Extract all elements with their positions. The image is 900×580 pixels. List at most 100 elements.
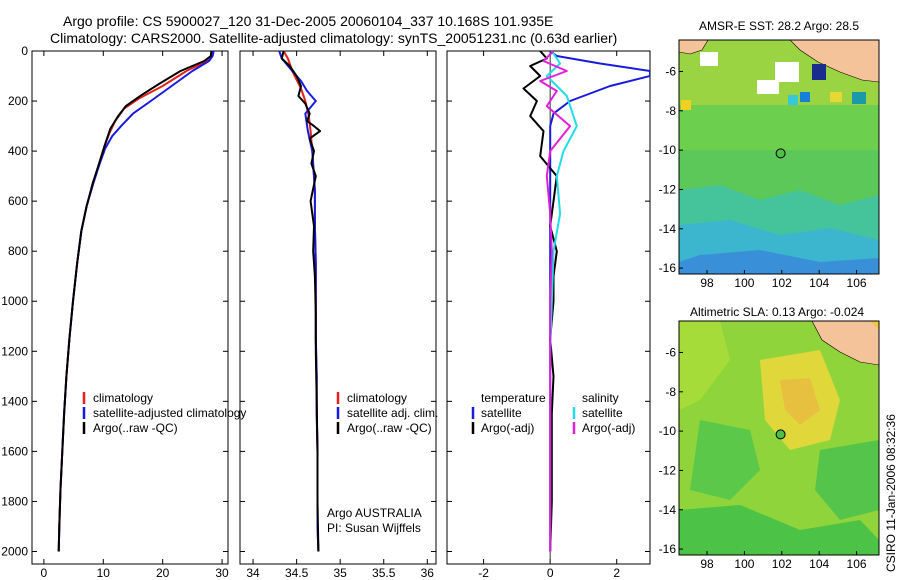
depth-tick-label: 2000 xyxy=(1,544,28,558)
map-ytick-label: -14 xyxy=(659,503,677,517)
map-ytick-label: -12 xyxy=(659,182,677,196)
sla-argo-marker xyxy=(775,429,786,440)
temperature-series-line xyxy=(57,51,213,552)
difference-xtick-label: 2 xyxy=(613,566,620,580)
legend-sal-clim-label: climatology xyxy=(347,391,407,405)
temperature-xtick-label: 0 xyxy=(41,566,48,580)
legend-sal-argo-label: Argo(..raw -QC) xyxy=(347,421,432,435)
salinity-xtick-label: 34.5 xyxy=(285,566,309,580)
map-ytick-label: -12 xyxy=(659,463,677,477)
temperature-legend: climatology satellite-adjusted climatolo… xyxy=(82,391,246,435)
map-ytick-label: -6 xyxy=(665,64,676,78)
map-xtick-label: 106 xyxy=(847,276,867,290)
map-xtick-label: 102 xyxy=(772,557,792,571)
map-xtick-label: 98 xyxy=(700,276,714,290)
legend-diff-sal-sat-label: satellite xyxy=(582,406,623,420)
salinity-xtick-label: 35 xyxy=(333,566,347,580)
legend-diff-temp-sat-label: satellite xyxy=(481,406,522,420)
difference-frame xyxy=(446,50,651,565)
sla-land-java xyxy=(811,321,879,366)
salinity-frame xyxy=(239,50,437,565)
map-ytick-label: -8 xyxy=(665,385,676,399)
sst-no-data-2 xyxy=(775,62,799,82)
depth-tick-label: 600 xyxy=(8,194,28,208)
sst-cell-teal xyxy=(852,92,866,104)
map-xtick-label: 102 xyxy=(772,276,792,290)
depth-tick-label: 1800 xyxy=(1,494,28,508)
difference-xtick-label: -2 xyxy=(478,566,489,580)
sst-cell-dark xyxy=(812,64,826,80)
salinity-series-line xyxy=(280,51,322,552)
salinity-xtick-label: 36 xyxy=(421,566,435,580)
sst-no-data-3 xyxy=(757,80,779,94)
figure-title-line2: Climatology: CARS2000. Satellite-adjuste… xyxy=(50,30,617,46)
difference-series-line xyxy=(522,51,558,552)
depth-tick-label: 1600 xyxy=(1,444,28,458)
sst-land-java xyxy=(789,40,879,83)
difference-xtick-label: 0 xyxy=(547,566,554,580)
salinity-xtick-label: 34 xyxy=(246,566,260,580)
temperature-frame xyxy=(31,50,229,565)
sst-argo-marker xyxy=(775,148,786,159)
map-xtick-label: 104 xyxy=(809,557,829,571)
map-ytick-label: -14 xyxy=(659,222,677,236)
map-ytick-label: -10 xyxy=(659,424,677,438)
legend-satellite-label: satellite-adjusted climatology xyxy=(93,406,246,420)
temperature-series-line xyxy=(57,51,215,552)
temperature-xtick-label: 10 xyxy=(97,566,111,580)
sla-map: Altimetric SLA: 0.13 Argo: -0.024 98 100 1… xyxy=(659,305,880,571)
sst-coldest-region xyxy=(679,250,879,274)
map-xtick-label: 98 xyxy=(700,557,714,571)
sst-no-data-1 xyxy=(700,52,718,66)
sla-axes: 98 100 102 104 106 -6 -8 -10 -12 -14 -16 xyxy=(659,345,867,571)
map-ytick-label: -10 xyxy=(659,143,677,157)
difference-panel: -202difference from climatology xyxy=(446,50,651,580)
salinity-series-group xyxy=(278,51,322,552)
sla-peak-region xyxy=(780,378,820,425)
sla-low-region-3 xyxy=(679,505,879,555)
sst-map: AMSR-E SST: 28.2 Argo: 28.5 98 100 102 104 1… xyxy=(659,19,880,290)
legend-sal-sat-label: satellite adj. clim. xyxy=(347,406,438,420)
depth-tick-label: 800 xyxy=(8,244,28,258)
legend-climatology-label: climatology xyxy=(93,391,153,405)
sla-low-region-1 xyxy=(690,420,760,500)
legend-salinity-title: salinity xyxy=(582,391,619,405)
legend-diff-sal-argo-label: Argo(-adj) xyxy=(582,421,635,435)
sla-low-region-2 xyxy=(815,440,879,520)
sst-cell-yellow2 xyxy=(830,92,842,102)
legend-diff-temp-argo-label: Argo(-adj) xyxy=(481,421,534,435)
sst-axes: 98 100 102 104 106 -6 -8 -10 -12 -14 -16 xyxy=(659,64,867,290)
salinity-legend: climatology satellite adj. clim. Argo(..… xyxy=(327,391,438,535)
depth-tick-label: 400 xyxy=(8,144,28,158)
map-xtick-label: 106 xyxy=(847,557,867,571)
sst-cell-yellow xyxy=(681,100,691,110)
temperature-xtick-label: 20 xyxy=(156,566,170,580)
sst-map-frame xyxy=(678,39,880,275)
map-xtick-label: 100 xyxy=(734,557,754,571)
difference-legend: temperature satellite Argo(-adj) salinit… xyxy=(471,391,635,435)
credit-timestamp: CSIRO 11-Jan-2006 08:32:36 xyxy=(884,414,898,572)
depth-tick-label: 1000 xyxy=(1,294,28,308)
figure-title-line1: Argo profile: CS 5900027_120 31-Dec-2005… xyxy=(63,13,553,29)
difference-series-line xyxy=(539,51,572,552)
map-ytick-label: -8 xyxy=(665,104,676,118)
depth-tick-label: 200 xyxy=(8,94,28,108)
sla-corner xyxy=(870,321,879,330)
float-owner-line2: PI: Susan Wijffels xyxy=(327,521,421,535)
sla-map-title: Altimetric SLA: 0.13 Argo: -0.024 xyxy=(690,305,864,319)
sst-land-sumatra xyxy=(679,40,709,55)
temperature-xtick-label: 30 xyxy=(215,566,229,580)
map-ytick-label: -16 xyxy=(659,542,677,556)
salinity-xtick-label: 35.5 xyxy=(372,566,396,580)
sst-map-title: AMSR-E SST: 28.2 Argo: 28.5 xyxy=(699,19,859,33)
sla-region-1 xyxy=(679,321,730,410)
map-xtick-label: 104 xyxy=(809,276,829,290)
sst-band-2 xyxy=(679,105,879,150)
legend-temperature-title: temperature xyxy=(481,391,546,405)
map-ytick-label: -6 xyxy=(665,345,676,359)
difference-series-line xyxy=(549,51,650,552)
sst-cell-blue xyxy=(800,92,810,102)
temperature-panel: 0 10 20 30 0 200 400 600 800 1000 1200 1400 1600 1800… xyxy=(1,44,229,580)
